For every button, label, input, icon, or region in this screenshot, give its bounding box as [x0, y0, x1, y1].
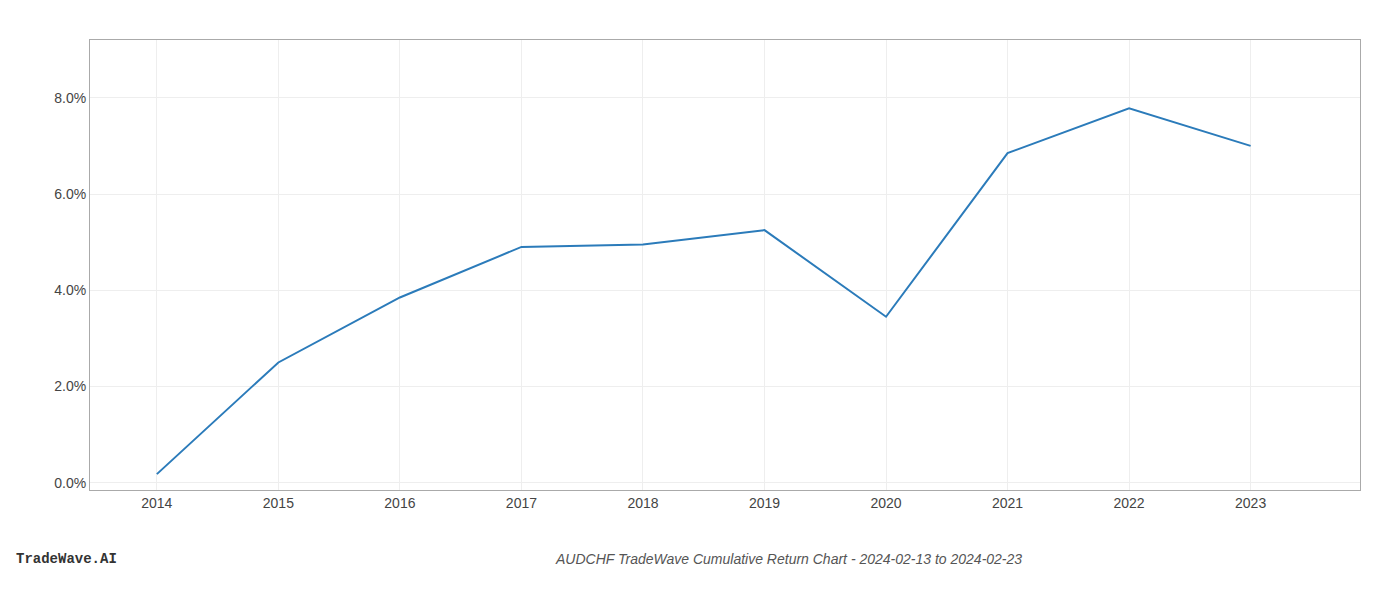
- svg-text:2016: 2016: [384, 495, 415, 511]
- svg-text:2019: 2019: [749, 495, 780, 511]
- svg-text:0.0%: 0.0%: [54, 475, 86, 491]
- svg-text:AUDCHF TradeWave Cumulative Re: AUDCHF TradeWave Cumulative Return Chart…: [555, 551, 1022, 567]
- svg-text:2014: 2014: [141, 495, 172, 511]
- svg-text:6.0%: 6.0%: [54, 186, 86, 202]
- svg-text:2015: 2015: [263, 495, 294, 511]
- svg-text:2017: 2017: [506, 495, 537, 511]
- svg-text:4.0%: 4.0%: [54, 282, 86, 298]
- svg-text:TradeWave.AI: TradeWave.AI: [16, 551, 117, 567]
- svg-text:2018: 2018: [627, 495, 658, 511]
- svg-text:2022: 2022: [1114, 495, 1145, 511]
- svg-text:2020: 2020: [870, 495, 901, 511]
- svg-text:2.0%: 2.0%: [54, 378, 86, 394]
- svg-text:2021: 2021: [992, 495, 1023, 511]
- svg-text:2023: 2023: [1235, 495, 1266, 511]
- svg-text:8.0%: 8.0%: [54, 90, 86, 106]
